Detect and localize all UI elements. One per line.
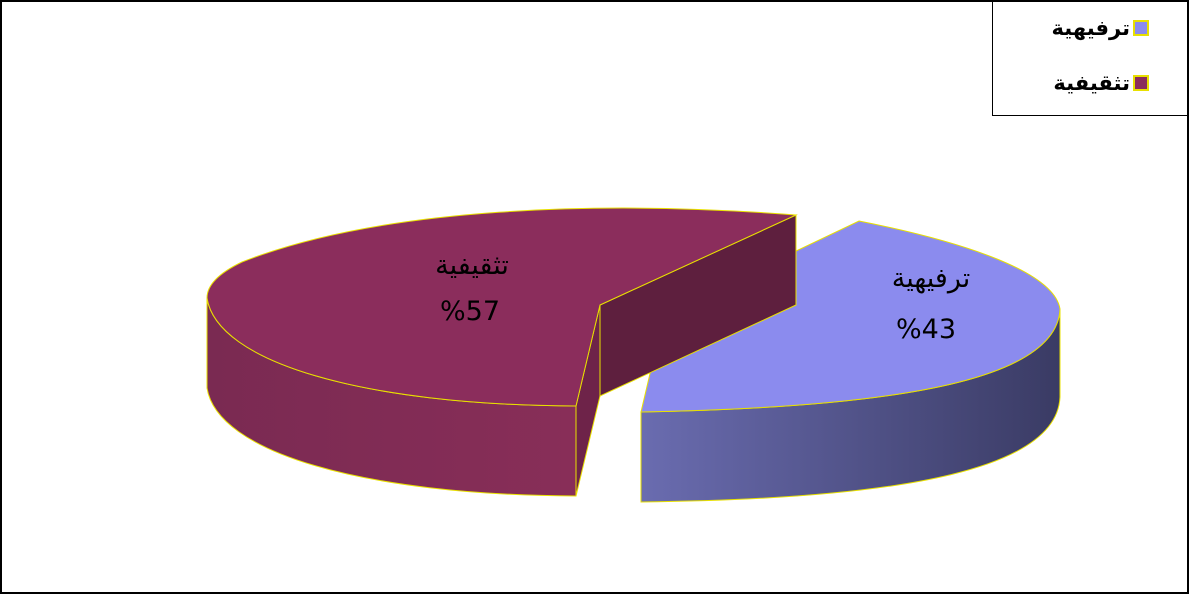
legend-item-1: تثقيفية: [1053, 70, 1149, 96]
legend-swatch-0: [1133, 20, 1149, 36]
legend-item-0: ترفيهية: [1052, 15, 1149, 41]
data-label-value-1: %57: [440, 296, 500, 327]
chart-legend: ترفيهية تثقيفية: [992, 2, 1187, 116]
data-label-category-1: تثقيفية: [435, 250, 509, 281]
legend-label-0: ترفيهية: [1051, 16, 1130, 40]
data-label-value-0: %43: [896, 314, 956, 345]
legend-label-1: تثقيفية: [1053, 71, 1130, 95]
legend-swatch-1: [1133, 75, 1149, 91]
pie-slice-1: [206, 207, 798, 407]
pie-slice-0: [640, 220, 1061, 413]
data-label-category-0: ترفيهية: [892, 263, 971, 294]
